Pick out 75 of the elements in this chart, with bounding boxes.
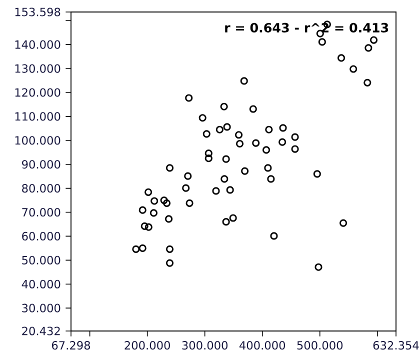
point: [138, 244, 146, 252]
point: [370, 36, 378, 44]
point: [222, 155, 230, 163]
point: [339, 219, 348, 227]
y-tick-label: 30.000: [22, 304, 60, 312]
point: [236, 140, 244, 148]
point: [150, 197, 158, 205]
point: [229, 214, 237, 222]
point: [162, 199, 171, 207]
point: [182, 184, 190, 192]
x-tick-label: 200.000: [124, 341, 170, 350]
point: [216, 126, 224, 134]
point: [222, 218, 230, 226]
y-tick-label: 140.000: [15, 40, 60, 49]
point: [279, 124, 287, 132]
point: [234, 131, 243, 139]
y-tick-label: 50.000: [22, 256, 60, 264]
point: [267, 175, 275, 183]
point: [278, 138, 286, 146]
point: [140, 222, 148, 230]
point: [262, 146, 270, 154]
point: [252, 139, 260, 147]
point: [164, 215, 173, 223]
point: [318, 38, 326, 46]
y-tick-label: 120.000: [15, 88, 60, 97]
y-tick-label: 20.432: [22, 326, 60, 336]
x-tick-label: 500.000: [297, 341, 343, 350]
y-tick-label: 153.598: [15, 8, 60, 16]
point: [198, 114, 206, 122]
point: [226, 186, 234, 194]
y-tick-label: 60.000: [22, 232, 60, 241]
point: [185, 94, 193, 102]
point: [212, 187, 220, 195]
point: [265, 126, 273, 134]
point: [204, 150, 212, 158]
point: [132, 245, 140, 253]
point: [240, 77, 248, 85]
point: [144, 188, 152, 196]
x-tick-label: 400.000: [239, 341, 286, 350]
point: [291, 145, 299, 153]
x-tick-label: 632.354: [373, 341, 419, 350]
point: [186, 199, 194, 207]
point: [249, 105, 257, 113]
point: [223, 123, 231, 131]
point: [202, 130, 210, 138]
y-tick-label: 40.000: [22, 280, 60, 288]
point: [291, 133, 299, 141]
point: [314, 263, 322, 271]
x-tick-label: 300.000: [182, 341, 228, 350]
point: [313, 170, 321, 178]
point: [204, 154, 212, 162]
point: [160, 196, 168, 204]
point: [364, 78, 372, 86]
point: [270, 232, 278, 240]
x-tick-label: 67.298: [52, 341, 90, 350]
point: [220, 102, 228, 110]
y-tick-label: 80.000: [22, 184, 60, 193]
point: [166, 245, 174, 253]
point: [264, 164, 272, 172]
point: [144, 223, 152, 231]
point: [166, 164, 174, 172]
y-tick-label: 70.000: [22, 208, 60, 217]
y-tick-label: 110.000: [15, 112, 60, 121]
point: [150, 209, 158, 217]
point: [184, 172, 192, 180]
point: [364, 44, 372, 52]
point: [166, 259, 174, 267]
point: [241, 167, 249, 175]
point: [220, 175, 228, 183]
y-tick-label: 100.000: [15, 136, 60, 145]
point: [350, 65, 358, 73]
y-tick-label: 130.000: [15, 64, 60, 73]
point: [138, 206, 146, 214]
y-tick-label: 90.000: [22, 160, 60, 169]
point: [337, 54, 346, 62]
